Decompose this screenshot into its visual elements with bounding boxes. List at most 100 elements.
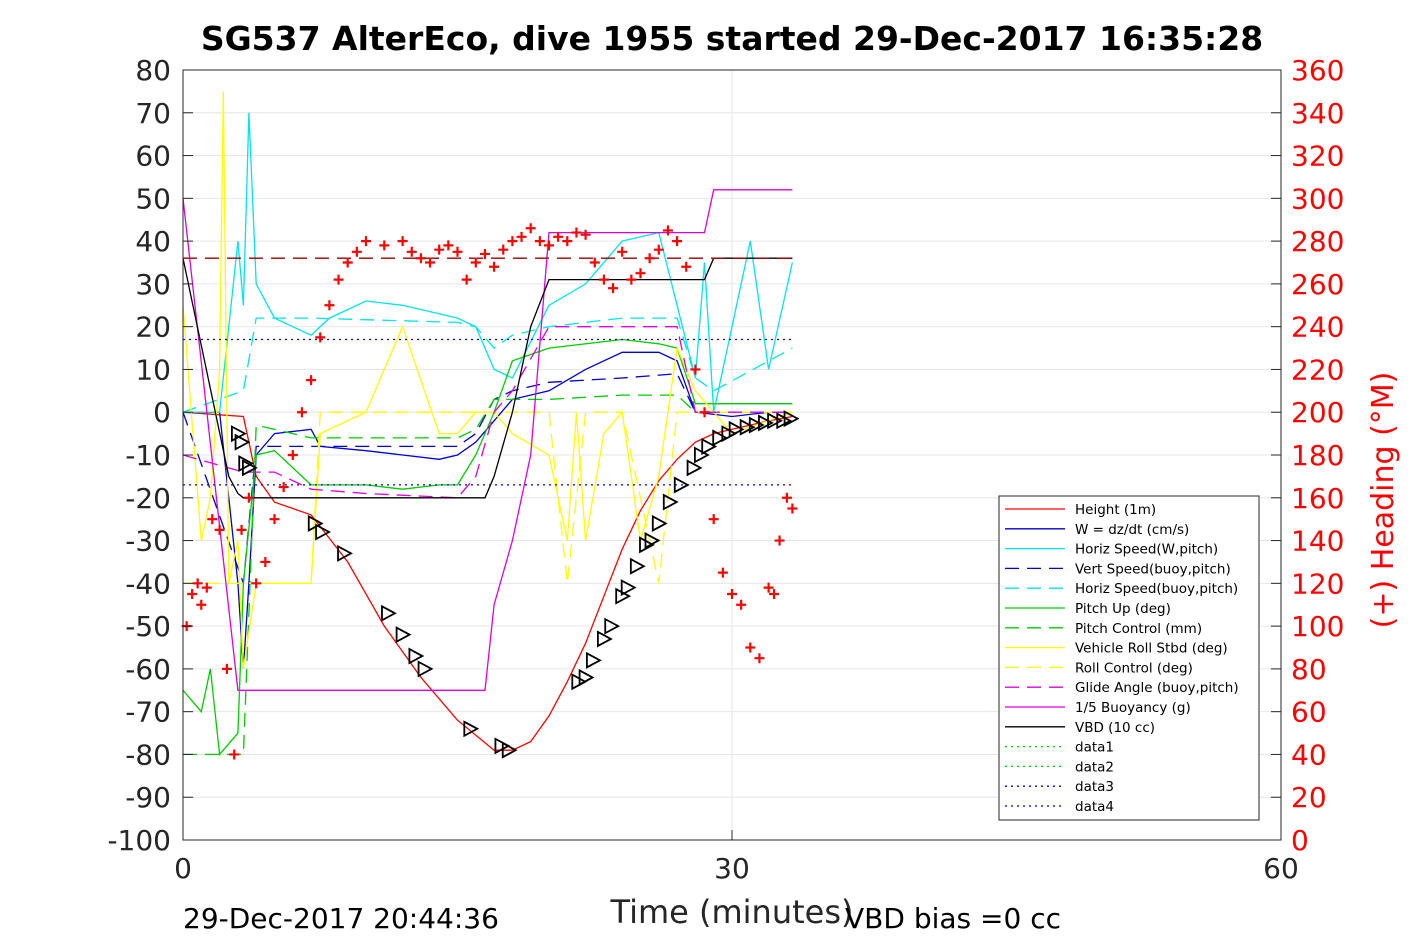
series-line-pitch_ctrl (183, 394, 793, 756)
y-tick-label: 30 (135, 268, 171, 301)
series-line-roll (183, 91, 793, 669)
y2-tick-label: 220 (1291, 353, 1344, 386)
y-tick-label: 70 (135, 97, 171, 130)
y2-tick-label: 120 (1291, 567, 1344, 600)
triangle-point (501, 741, 518, 759)
heading-point (717, 567, 728, 578)
series-line-roll_ctrl (183, 411, 793, 584)
heading-point (507, 236, 518, 247)
heading-point (479, 248, 490, 259)
heading-point (672, 236, 683, 247)
heading-point (214, 524, 225, 535)
triangle-point (315, 523, 331, 541)
triangle-point (651, 514, 668, 532)
heading-point (498, 244, 509, 255)
heading-point (516, 231, 527, 242)
series-line-w (183, 351, 793, 669)
series-line-pitch_up (183, 338, 793, 756)
series-line-horiz_buoy (183, 317, 793, 413)
y-tick-label: 20 (135, 311, 171, 344)
triangle-point (767, 412, 783, 430)
triangle-point (586, 651, 602, 669)
heading-point (452, 246, 463, 257)
triangle-point (417, 660, 434, 678)
heading-point (699, 407, 710, 418)
heading-point (296, 407, 307, 418)
heading-point (425, 257, 436, 268)
y-tick-label: -10 (125, 439, 171, 472)
triangle-point (620, 579, 637, 597)
y-tick-label: -90 (125, 781, 171, 814)
heading-point (324, 300, 335, 311)
heading-point (342, 257, 353, 268)
legend-label: Height (1m) (1075, 502, 1156, 518)
legend-label: Horiz Speed(W,pitch) (1075, 542, 1218, 558)
y2-tick-label: 300 (1291, 182, 1344, 215)
x-tick-label: 60 (1263, 852, 1299, 885)
y2-tick-label: 320 (1291, 140, 1344, 173)
heading-point (415, 253, 426, 264)
heading-point (489, 261, 500, 272)
triangle-point (673, 476, 690, 494)
legend-label: 1/5 Buoyancy (g) (1075, 700, 1191, 716)
triangle-point (728, 420, 745, 438)
heading-point (470, 257, 481, 268)
legend-label: Glide Angle (buoy,pitch) (1075, 680, 1239, 696)
heading-point (754, 653, 765, 664)
legend-label: Pitch Control (mm) (1075, 621, 1202, 637)
y2-tick-label: 0 (1291, 824, 1309, 857)
triangle-point (783, 410, 800, 428)
heading-point (229, 749, 240, 760)
legend-label: Pitch Up (deg) (1075, 601, 1171, 617)
heading-point (745, 642, 756, 653)
heading-point (251, 578, 262, 589)
footer-vbd-bias: VBD bias =0 cc (845, 902, 1061, 935)
y-tick-label: -30 (125, 525, 171, 558)
triangle-point (381, 604, 397, 622)
triangle-point (686, 459, 703, 477)
y2-tick-label: 140 (1291, 525, 1344, 558)
heading-point (287, 450, 298, 460)
y2-tick-label: 40 (1291, 738, 1327, 771)
triangle-point (712, 429, 729, 447)
y2-tick-label: 180 (1291, 439, 1344, 472)
heading-point (260, 556, 271, 567)
series-line-glide (183, 326, 793, 499)
triangle-point (408, 647, 425, 665)
heading-point (236, 524, 247, 535)
heading-point (690, 364, 701, 375)
triangle-point (739, 418, 756, 436)
heading-point (727, 589, 737, 600)
y2-axis-label: (+) Heading (°M) (1366, 372, 1401, 629)
heading-point (525, 223, 536, 234)
marker-layer (181, 223, 800, 760)
heading-point (553, 231, 564, 242)
triangle-point (615, 587, 632, 605)
heading-point (315, 332, 326, 343)
heading-point (544, 240, 554, 251)
heading-point (278, 482, 289, 493)
heading-point (306, 375, 317, 386)
legend-label: data1 (1075, 740, 1114, 756)
triangle-point (337, 544, 353, 562)
triangle-point (604, 617, 621, 635)
heading-point (571, 227, 582, 238)
legend-label: Vert Speed(buoy,pitch) (1075, 561, 1231, 577)
y-tick-label: -100 (107, 824, 171, 857)
axis-layer: -100-90-80-70-60-50-40-30-20-10010203040… (107, 54, 1344, 885)
y2-tick-label: 80 (1291, 653, 1327, 686)
heading-point (736, 599, 747, 610)
y-tick-label: 10 (135, 353, 171, 386)
y2-tick-label: 200 (1291, 396, 1344, 429)
y-tick-label: -50 (125, 610, 171, 643)
series-line-vert_buoy (183, 373, 793, 584)
y-tick-label: 80 (135, 54, 171, 87)
triangle-point (241, 459, 258, 477)
legend-label: VBD (10 cc) (1075, 720, 1155, 736)
heading-point (406, 246, 417, 257)
heading-point (207, 514, 218, 525)
y-tick-label: 0 (153, 396, 171, 429)
legend-label: Horiz Speed(buoy,pitch) (1075, 581, 1238, 597)
heading-point (221, 663, 232, 674)
heading-point (774, 535, 785, 546)
